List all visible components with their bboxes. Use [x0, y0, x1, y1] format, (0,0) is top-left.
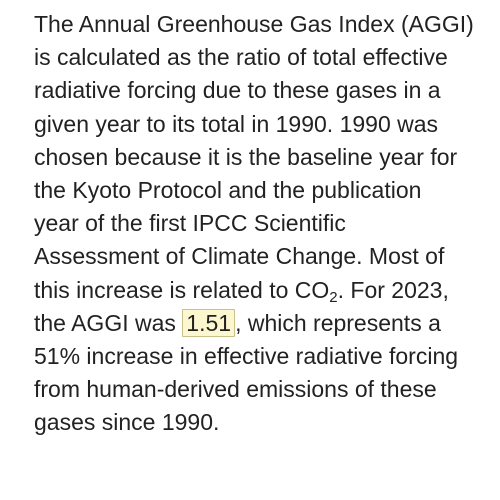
- paragraph-line: The Annual Greenhouse Gas Index (AGGI): [34, 11, 474, 37]
- aggi-text-before: the AGGI was: [34, 309, 183, 336]
- paragraph-line-aggi: the AGGI was 1.51, which represents a: [34, 307, 490, 340]
- paragraph-line: year of the first IPCC Scientific: [34, 210, 346, 237]
- paragraph-line: from human-derived emissions of these: [34, 376, 437, 403]
- highlighted-aggi-value[interactable]: 1.51: [182, 308, 236, 337]
- aggi-text-after: , which represents a: [235, 309, 441, 336]
- paragraph-line: radiative forcing due to these gases in …: [34, 77, 441, 104]
- paragraph-line: 51% increase in effective radiative forc…: [34, 342, 459, 369]
- paragraph-line: chosen because it is the baseline year f…: [34, 143, 458, 170]
- paragraph-line: is calculated as the ratio of total effe…: [34, 44, 448, 71]
- paragraph-line: gases since 1990.: [34, 409, 220, 436]
- co2-text-after: . For 2023,: [337, 276, 449, 303]
- paragraph-line: Assessment of Climate Change. Most of: [34, 243, 445, 270]
- co2-subscript: 2: [329, 288, 338, 306]
- paragraph-line: the Kyoto Protocol and the publication: [34, 176, 422, 203]
- co2-text-before: this increase is related to CO: [34, 276, 330, 303]
- paragraph-line-co2: this increase is related to CO2. For 202…: [34, 274, 490, 307]
- paragraph-line: given year to its total in 1990. 1990 wa…: [34, 110, 439, 137]
